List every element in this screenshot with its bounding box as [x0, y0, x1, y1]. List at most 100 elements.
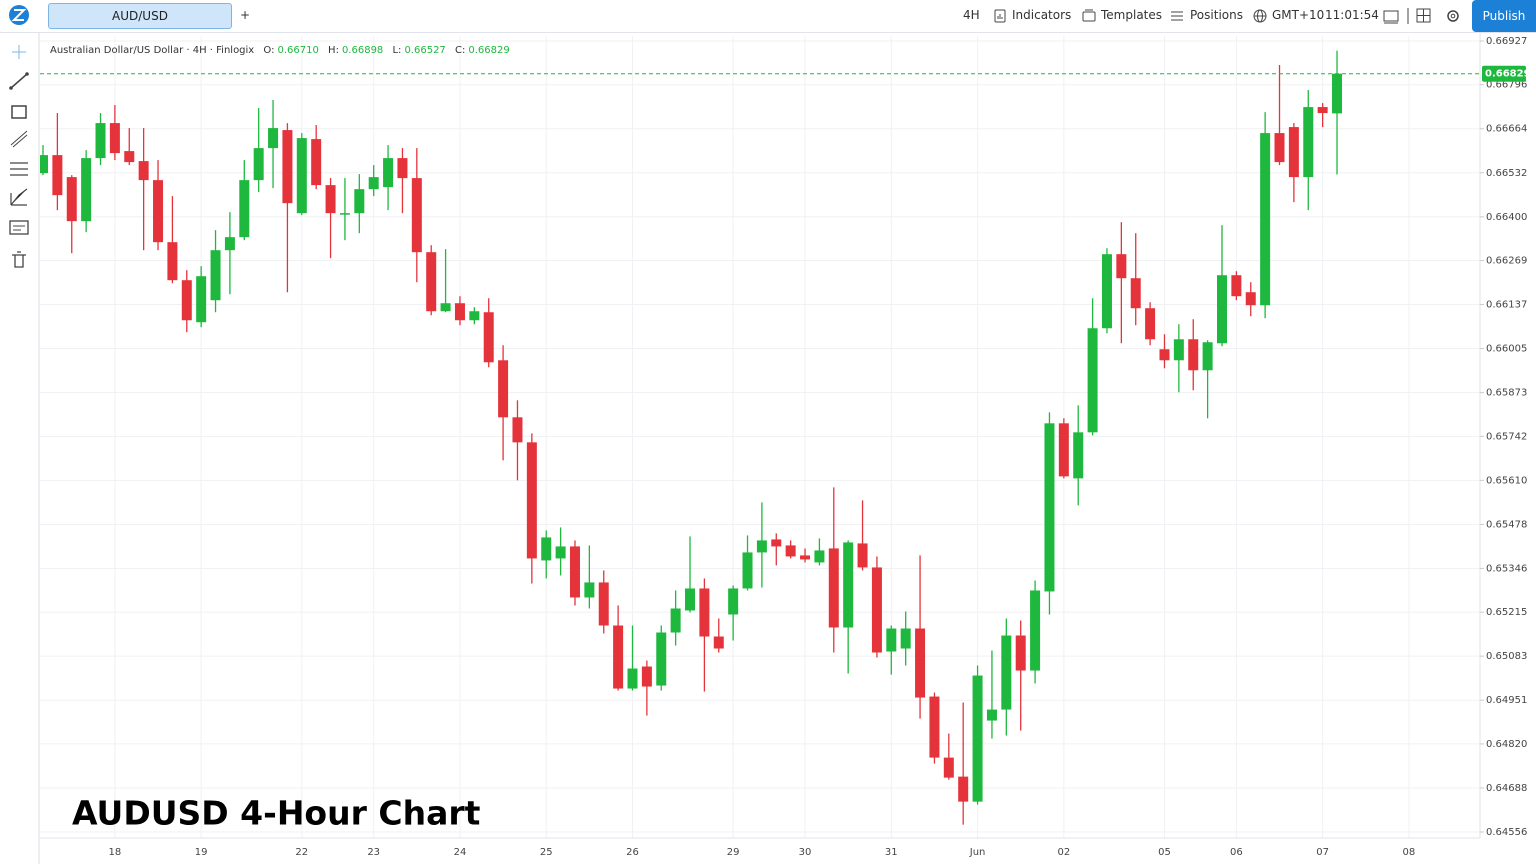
- candle-body: [728, 588, 739, 615]
- positions-button[interactable]: Positions: [1190, 8, 1243, 22]
- y-tick-label: 0.65478: [1486, 519, 1527, 530]
- x-tick-label: 30: [799, 847, 812, 858]
- x-tick-label: 08: [1403, 847, 1416, 858]
- candle-body: [656, 632, 667, 686]
- candle-body: [52, 155, 63, 196]
- indicators-button[interactable]: Indicators: [1012, 8, 1072, 22]
- candle-body: [685, 588, 696, 611]
- candle-body: [958, 776, 969, 802]
- open-value: 0.66710: [277, 45, 319, 56]
- candle-body: [713, 636, 724, 649]
- candle-body: [426, 252, 437, 312]
- candle-body: [1101, 254, 1112, 329]
- candle-body: [397, 158, 408, 179]
- templates-button[interactable]: Templates: [1101, 8, 1163, 22]
- y-tick-label: 0.65083: [1486, 651, 1527, 662]
- x-tick-label: 31: [885, 847, 898, 858]
- templates-icon: [1082, 9, 1096, 22]
- candle-body: [785, 545, 796, 557]
- y-tick-label: 0.65610: [1486, 475, 1527, 486]
- open-label: O:: [263, 45, 275, 56]
- candle-body: [167, 242, 178, 281]
- candle-body: [354, 189, 365, 214]
- candle-body: [1231, 275, 1242, 297]
- candle-body: [95, 123, 106, 159]
- candle-body: [1130, 278, 1141, 309]
- candle-body: [339, 213, 350, 215]
- x-tick-label: 23: [367, 847, 380, 858]
- y-tick-label: 0.65873: [1486, 388, 1527, 399]
- y-tick-label: 0.64556: [1486, 827, 1527, 838]
- y-tick-label: 0.66137: [1486, 300, 1527, 311]
- candle-body: [1188, 339, 1199, 371]
- chart-title: AUDUSD 4-Hour Chart: [72, 794, 481, 833]
- price-axis: [1480, 33, 1536, 864]
- candle-body: [268, 128, 279, 149]
- x-tick-label: 07: [1316, 847, 1329, 858]
- globe-icon: [1253, 9, 1267, 23]
- positions-icon: [1171, 11, 1183, 21]
- y-tick-label: 0.66796: [1486, 80, 1527, 91]
- candle-body: [756, 540, 767, 553]
- candle-body: [1332, 73, 1343, 114]
- candle-body: [1159, 349, 1170, 361]
- timezone[interactable]: GMT+10: [1272, 8, 1325, 22]
- x-tick-label: 02: [1057, 847, 1070, 858]
- candle-body: [153, 180, 164, 243]
- candle-body: [1260, 133, 1271, 306]
- x-tick-label: 06: [1230, 847, 1243, 858]
- candle-body: [929, 696, 940, 758]
- candle-body: [541, 537, 552, 561]
- close-value: 0.66829: [468, 45, 510, 56]
- candle-body: [972, 675, 983, 802]
- candle-body: [196, 276, 207, 323]
- last-price-tag-bg: [1482, 65, 1526, 82]
- candle-body: [124, 151, 135, 163]
- symbol-tab[interactable]: AUD/USD: [48, 3, 232, 29]
- candle-body: [440, 303, 451, 312]
- candle-body: [239, 180, 250, 238]
- logo[interactable]: [0, 0, 38, 32]
- high-value: 0.66898: [341, 45, 384, 56]
- clock: 11:01:54: [1325, 8, 1379, 22]
- candle-body: [1087, 328, 1098, 433]
- candle-body: [1288, 127, 1299, 178]
- y-tick-label: 0.66269: [1486, 256, 1527, 267]
- candle-body: [469, 311, 480, 321]
- candle-body: [943, 757, 954, 778]
- candle-body: [311, 139, 322, 186]
- candle-body: [1145, 308, 1156, 340]
- toolbar-icons[interactable]: [1382, 6, 1462, 26]
- candle-body: [210, 250, 221, 301]
- candle-body: [871, 567, 882, 653]
- candle-body: [66, 177, 77, 222]
- candle-body: [771, 539, 782, 547]
- candle-body: [1202, 342, 1213, 371]
- candle-body: [555, 546, 566, 559]
- symbol-name: Australian Dollar/US Dollar · 4H · Finlo…: [50, 45, 255, 56]
- x-tick-label: 19: [195, 847, 208, 858]
- candle-body: [1274, 133, 1285, 163]
- candle-body: [1245, 292, 1256, 306]
- y-tick-label: 0.66400: [1486, 212, 1527, 223]
- top-toolbar: AUD/USD + 4H Indicators Templates Positi…: [0, 0, 1536, 33]
- high-label: H:: [328, 45, 339, 56]
- interval[interactable]: 4H: [963, 8, 980, 22]
- candle-body: [368, 177, 379, 190]
- x-tick-label: 25: [540, 847, 553, 858]
- candle-body: [857, 543, 868, 568]
- candle-body: [181, 280, 192, 321]
- candle-body: [1116, 254, 1127, 279]
- y-tick-label: 0.66664: [1486, 124, 1527, 135]
- add-tab[interactable]: +: [240, 8, 251, 22]
- candle-body: [1173, 339, 1184, 361]
- y-tick-label: 0.65346: [1486, 563, 1527, 574]
- candle-body: [569, 546, 580, 598]
- candle-body: [627, 668, 638, 689]
- publish-button[interactable]: Publish: [1472, 0, 1536, 32]
- drawing-tools[interactable]: [0, 33, 38, 293]
- y-tick-label: 0.64820: [1486, 739, 1527, 750]
- candle-body: [483, 312, 494, 363]
